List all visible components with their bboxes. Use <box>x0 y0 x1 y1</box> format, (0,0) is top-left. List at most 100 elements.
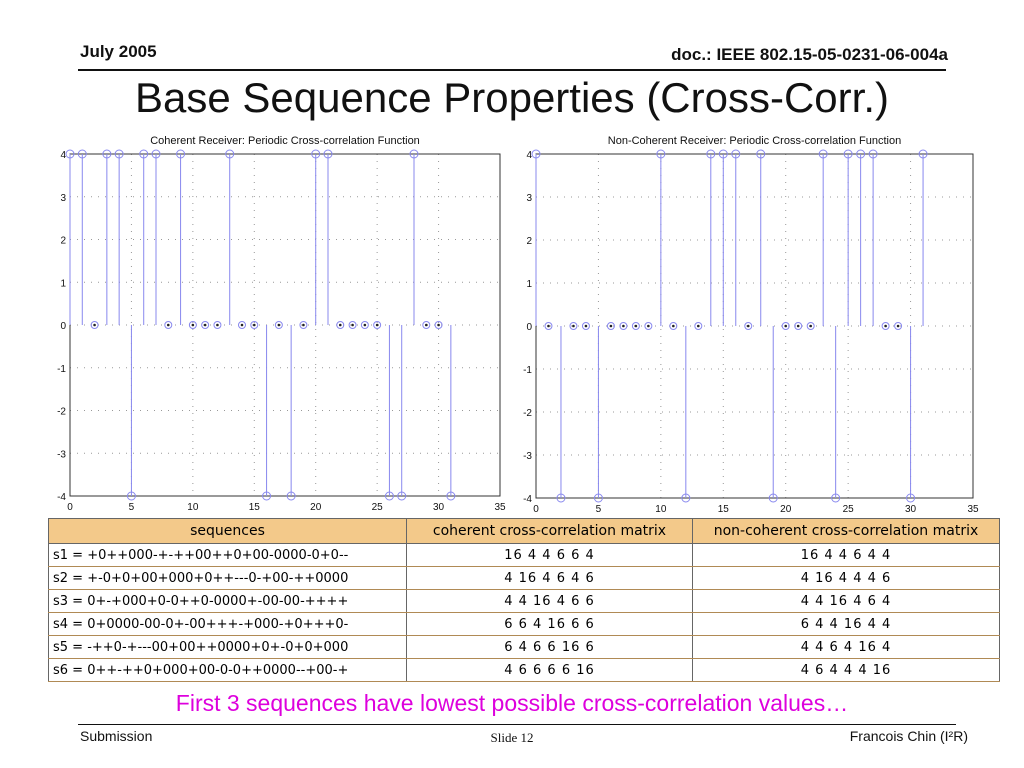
stem-marker <box>434 321 443 329</box>
stem-marker-dot <box>884 324 887 328</box>
stem-marker <box>336 321 345 329</box>
stem-marker-dot <box>166 323 170 327</box>
stem-marker <box>422 321 431 329</box>
footer-submission: Submission <box>80 728 153 744</box>
stem-marker-dot <box>424 323 428 327</box>
stem-marker <box>409 149 419 159</box>
stem-marker <box>373 321 382 329</box>
stem-marker-dot <box>338 323 342 327</box>
stem-marker <box>114 149 124 159</box>
stem-marker <box>644 322 653 330</box>
col-header-sequences: sequences <box>48 518 407 544</box>
stem-marker-dot <box>363 323 367 327</box>
x-tick-label: 30 <box>433 502 445 513</box>
stem-marker <box>360 321 369 329</box>
stem-marker <box>818 149 828 159</box>
y-tick-label: -3 <box>523 451 532 462</box>
stem-marker <box>581 322 590 330</box>
stem-marker-dot <box>93 323 96 327</box>
stem-marker <box>225 149 235 159</box>
noncoherent-matrix-cell: 4 4 16 4 6 4 <box>692 589 1000 613</box>
stem-marker <box>126 491 136 501</box>
chart-title: Coherent Receiver: Periodic Cross-correl… <box>150 135 420 147</box>
y-tick-label: 3 <box>526 193 532 204</box>
stem-marker <box>894 322 903 330</box>
x-tick-label: 15 <box>718 504 730 515</box>
stem-marker-dot <box>796 324 800 328</box>
stem-marker <box>531 149 541 159</box>
table-row: s3 = 0+-+000+0-0++0-0000+-00-00-++++ 4 4 … <box>48 589 1000 613</box>
stem-marker <box>656 149 666 159</box>
table-row: s5 = -++0-+---00+00++0000+0+-0+0+000 6 4 … <box>48 635 1000 659</box>
stem-marker-dot <box>622 324 625 328</box>
sequence-cell: s6 = 0++-++0+000+00-0-0++0000--+00-+ <box>48 658 407 682</box>
x-tick-label: 20 <box>310 502 322 513</box>
y-tick-label: -1 <box>523 365 532 376</box>
noncoherent-matrix-cell: 6 4 4 16 4 4 <box>692 612 1000 636</box>
sequence-cell: s1 = +0++000-+-++00++0+00-0000-0+0-- <box>48 543 407 567</box>
x-tick-label: 5 <box>129 502 135 513</box>
stem-marker <box>348 321 357 329</box>
y-tick-label: -2 <box>57 407 66 418</box>
stem-marker <box>606 322 615 330</box>
coherent-chart: Coherent Receiver: Periodic Cross-correl… <box>48 130 518 520</box>
stem-marker <box>77 149 87 159</box>
sequence-cell: s2 = +-0+0+00+000+0++---0-+00-++0000 <box>48 566 407 590</box>
x-tick-label: 35 <box>967 504 979 515</box>
coherent-matrix-cell: 6 4 6 6 16 6 <box>406 635 693 659</box>
stem-marker <box>881 322 890 330</box>
stem-marker <box>843 149 853 159</box>
stem-marker <box>806 322 815 330</box>
stem-marker <box>694 322 703 330</box>
stem-marker-dot <box>375 323 379 327</box>
stem-marker-dot <box>572 324 575 328</box>
noncoherent-matrix-cell: 4 16 4 4 4 6 <box>692 566 1000 590</box>
noncoherent-matrix-cell: 16 4 4 6 4 4 <box>692 543 1000 567</box>
stem-marker-dot <box>437 323 440 327</box>
stem-marker <box>544 322 553 330</box>
y-tick-label: 4 <box>60 150 66 161</box>
slide-title: Base Sequence Properties (Cross-Corr.) <box>135 74 889 121</box>
header-rule <box>78 69 946 71</box>
table-row: s6 = 0++-++0+000+00-0-0++0000--+00-+ 4 6 … <box>48 658 1000 682</box>
coherent-matrix-cell: 4 6 6 6 6 16 <box>406 658 693 682</box>
y-tick-label: -4 <box>523 494 532 505</box>
chart-title: Non-Coherent Receiver: Periodic Cross-co… <box>608 135 901 147</box>
noncoherent-chart-svg: Non-Coherent Receiver: Periodic Cross-co… <box>523 135 979 515</box>
noncoherent-matrix-cell: 4 6 4 4 4 16 <box>692 658 1000 682</box>
stem-marker <box>794 322 803 330</box>
table-header-row: sequences coherent cross-correlation mat… <box>48 518 1000 544</box>
y-tick-label: -3 <box>57 449 66 460</box>
stem-marker-dot <box>672 324 675 328</box>
stem-marker <box>164 321 173 329</box>
y-tick-label: 2 <box>60 236 66 247</box>
stem-marker-dot <box>809 324 812 328</box>
stem-marker <box>918 149 928 159</box>
coherent-matrix-cell: 16 4 4 6 6 4 <box>406 543 693 567</box>
stem-marker <box>90 321 99 329</box>
footer-author: Francois Chin (I²R) <box>849 728 968 744</box>
x-tick-label: 10 <box>655 504 667 515</box>
x-tick-label: 30 <box>905 504 917 515</box>
stem-marker-dot <box>746 324 750 328</box>
col-header-noncoherent: non-coherent cross-correlation matrix <box>692 518 1000 544</box>
stem-marker <box>250 321 259 329</box>
stem-marker-dot <box>277 323 281 327</box>
stem-marker <box>831 493 841 503</box>
stem-marker <box>65 149 75 159</box>
stem-marker <box>262 491 272 501</box>
stem-marker <box>744 322 753 330</box>
sequence-cell: s4 = 0+0000-00-0+-00+++-+000-+0+++0- <box>48 612 407 636</box>
footer-slide-number: Slide 12 <box>490 730 534 745</box>
col-header-coherent: coherent cross-correlation matrix <box>406 518 693 544</box>
stem-marker <box>201 321 210 329</box>
x-tick-label: 20 <box>780 504 792 515</box>
stem-marker <box>718 149 728 159</box>
stem-marker <box>756 149 766 159</box>
stem-marker <box>323 149 333 159</box>
sequence-cell: s5 = -++0-+---00+00++0000+0+-0+0+000 <box>48 635 407 659</box>
y-tick-label: 0 <box>526 322 532 333</box>
stem-marker <box>868 149 878 159</box>
stem-marker <box>768 493 778 503</box>
x-tick-label: 25 <box>372 502 384 513</box>
